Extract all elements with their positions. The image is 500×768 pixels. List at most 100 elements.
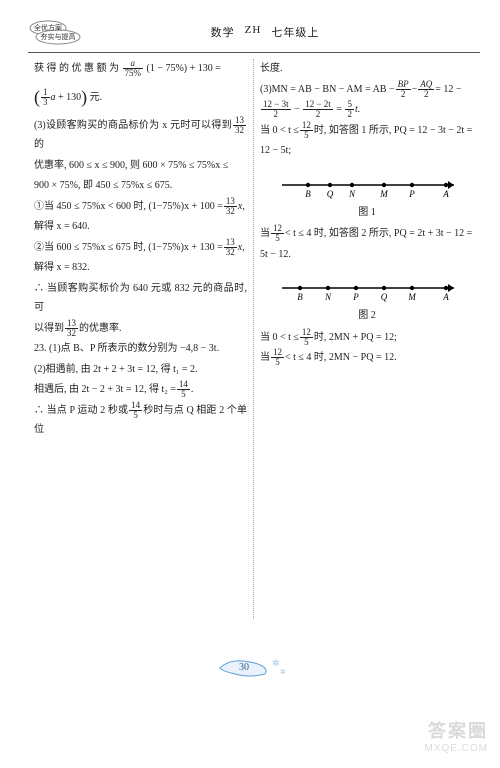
frac-a-75: a75% [122,59,145,78]
svg-text:B: B [305,189,311,199]
frac-aq-2: AQ2 [417,80,435,99]
frac-5-2: 52 [344,100,355,119]
svg-text:A: A [442,292,449,302]
r7: 5t − 12. [260,245,474,265]
r2a: (3)MN = AB − BN − AM = AB − [260,84,395,95]
frac-12-5a: 125 [299,121,314,140]
r1: 长度. [260,59,474,79]
r8: 当 0 < t ≤125时, 2MN + PQ = 12; [260,328,474,348]
l15a: ∴ 当点 P 运动 2 秒或 [34,405,128,416]
logo-line1: 全优方案 [34,23,62,32]
l6: ①当 450 ≤ 75%x < 600 时, (1−75%)x + 100 =1… [34,197,247,217]
svg-text:M: M [407,292,416,302]
watermark-en: MXQE.COM [424,743,488,754]
r9: 当125< t ≤ 4 时, 2MN − PQ = 12. [260,348,474,368]
page-header: 全优方案 夯实与提高 数学 ZH 七年级上 [28,18,480,46]
r6: 当125< t ≤ 4 时, 如答图 2 所示, PQ = 2t + 3t − … [260,224,474,244]
svg-text:✲: ✲ [280,668,286,676]
r3: 12 − 3t2 − 12 − 2t2 = 52t. [260,100,474,120]
r8b: 时, 2MN + PQ = 12; [314,332,397,343]
l1b: (1 − 75%) + 130 = [147,63,221,74]
svg-text:P: P [352,292,359,302]
l14a: 相遇后, 由 2t − 2 + 3t = 12, 得 t₂ = [34,384,176,395]
l11b: 的优惠率. [79,323,122,334]
l8: ②当 600 ≤ 75%x ≤ 675 时, (1−75%)x + 130 =1… [34,238,247,258]
frac-13-32b: 1332 [223,197,238,216]
svg-text:P: P [408,189,415,199]
header-divider [28,52,480,53]
frac-13-32c: 1332 [223,238,238,257]
l14: 相遇后, 由 2t − 2 + 3t = 12, 得 t₂ =145. [34,380,247,400]
r2: (3)MN = AB − BN − AM = AB −BP2−AQ2= 12 − [260,80,474,100]
watermark: 答案圈 MXQE.COM [424,717,488,754]
r8a: 当 0 < t ≤ [260,332,299,343]
svg-text:B: B [297,292,303,302]
svg-text:Q: Q [381,292,388,302]
l1a: 获 得 的 优 惠 额 为 [34,63,119,74]
left-column: 获 得 的 优 惠 额 为 a75% (1 − 75%) + 130 = (13… [28,59,254,619]
l2: (13a + 130) 元. [34,80,247,115]
frac-1-3: 13 [40,88,51,107]
r3b: − [294,104,300,115]
columns: 获 得 的 优 惠 额 为 a75% (1 − 75%) + 130 = (13… [28,59,480,619]
r5: 12 − 5t; [260,141,474,161]
svg-text:N: N [324,292,332,302]
r9a: 当 [260,352,270,363]
r4a: 当 0 < t ≤ [260,125,299,136]
frac-12m3t-2: 12 − 3t2 [260,100,292,119]
series-logo: 全优方案 夯实与提高 [28,18,82,46]
r6b: < t ≤ 4 时, 如答图 2 所示, PQ = 2t + 3t − 12 = [285,228,472,239]
frac-12-5c: 125 [299,328,314,347]
svg-text:M: M [379,189,388,199]
svg-text:A: A [442,189,449,199]
r3d: = [336,104,342,115]
grade: 七年级上 [271,24,319,40]
logo-line2: 夯实与提高 [41,32,76,41]
r2c: = 12 − [435,84,461,95]
page-number: 30 ✲ ✲ [0,652,500,678]
frac-bp-2: BP2 [395,80,412,99]
frac-12-5d: 125 [270,348,285,367]
l5: 900 × 75%, 即 450 ≤ 75%x ≤ 675. [34,176,247,196]
r9b: < t ≤ 4 时, 2MN − PQ = 12. [285,352,397,363]
svg-text:✲: ✲ [272,658,280,668]
l8a: ②当 600 ≤ 75%x ≤ 675 时, (1−75%)x + 130 = [34,242,223,253]
svg-text:N: N [348,189,356,199]
l13: (2)相遇前, 由 2t + 2 + 3t = 12, 得 t₁ = 2. [34,360,247,380]
frac-14-5: 145 [176,380,191,399]
edition: ZH [245,24,262,40]
svg-text:Q: Q [327,189,334,199]
l6b: x, [238,201,245,212]
caption-1: 图 1 [260,203,474,223]
title-row: 数学 ZH 七年级上 [90,24,480,40]
l12: 23. (1)点 B、P 所表示的数分别为 −4,8 − 3t. [34,339,247,359]
page: 全优方案 夯实与提高 数学 ZH 七年级上 获 得 的 优 惠 额 为 a75%… [0,0,500,768]
svg-text:30: 30 [239,662,249,673]
caption-2: 图 2 [260,306,474,326]
subject: 数学 [211,24,235,40]
figure-1: BQNMPA [260,167,474,201]
frac-13-32a: 1332 [232,116,247,135]
r4b: 时, 如答图 1 所示, PQ = 12 − 3t − 2t = [314,125,472,136]
l11a: 以得到 [34,323,64,334]
r3f: t. [355,104,360,115]
l4: 优惠率, 600 ≤ x ≤ 900, 则 600 × 75% ≤ 75%x ≤ [34,156,247,176]
frac-12-5b: 125 [270,224,285,243]
frac-13-32d: 1332 [64,319,79,338]
l1: 获 得 的 优 惠 额 为 a75% (1 − 75%) + 130 = [34,59,247,79]
r4: 当 0 < t ≤125时, 如答图 1 所示, PQ = 12 − 3t − … [260,121,474,141]
l15: ∴ 当点 P 运动 2 秒或145秒时与点 Q 相距 2 个单位 [34,401,247,440]
figure-2: BNPQMA [260,270,474,304]
right-column: 长度. (3)MN = AB − BN − AM = AB −BP2−AQ2= … [254,59,480,619]
frac-12m2t-2: 12 − 2t2 [302,100,334,119]
l3b: 的 [34,139,44,150]
l10: ∴ 当顾客购买标价为 640 元或 832 元的商品时, 可 [34,279,247,318]
frac-14-5b: 145 [128,401,143,420]
l14b: . [191,384,194,395]
watermark-ch: 答案圈 [424,717,488,743]
l6a: ①当 450 ≤ 75%x < 600 时, (1−75%)x + 100 = [34,201,223,212]
r6a: 当 [260,228,270,239]
l8b: x, [238,242,245,253]
l3a: (3)设顾客购买的商品标价为 x 元时可以得到 [34,120,232,131]
l7: 解得 x = 640. [34,217,247,237]
